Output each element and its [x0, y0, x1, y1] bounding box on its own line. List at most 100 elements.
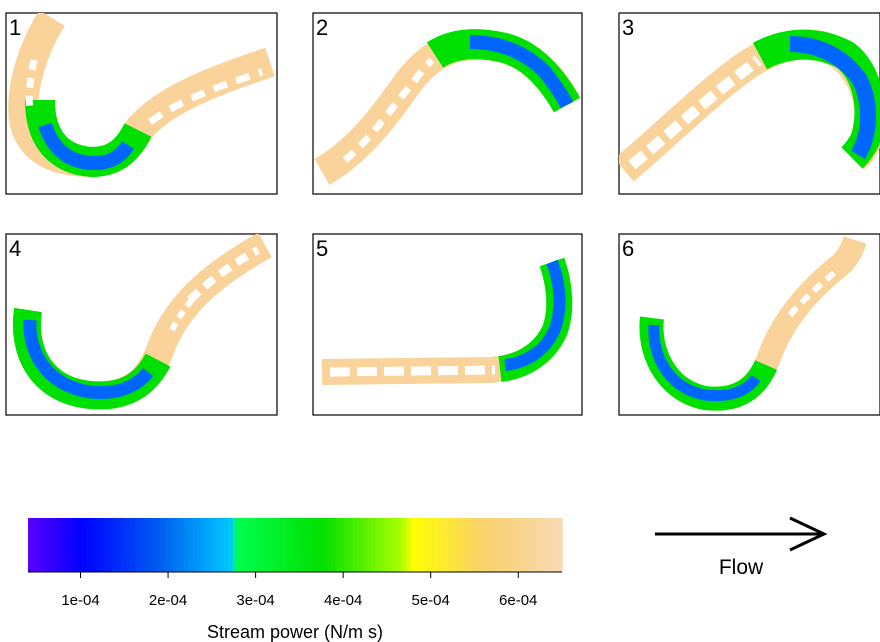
colorbar-strip [63, 518, 69, 572]
colorbar-strip [526, 518, 532, 572]
colorbar-strip [94, 518, 100, 572]
colorbar-tick-label: 5e-04 [412, 592, 450, 609]
colorbar-strip [473, 518, 479, 572]
colorbar-strip [90, 518, 96, 572]
colorbar-strip [241, 518, 247, 572]
flow-indicator: Flow [655, 516, 828, 579]
colorbar-strip [188, 518, 194, 572]
colorbar-strip [348, 518, 354, 572]
panel-3-channel [619, 29, 880, 182]
colorbar-strip [277, 518, 283, 572]
colorbar-strip [59, 518, 65, 572]
colorbar-strip [303, 518, 309, 572]
colorbar-strip [392, 518, 398, 572]
colorbar-strip [103, 518, 109, 572]
colorbar-strip [437, 518, 443, 572]
colorbar-strip [50, 518, 56, 572]
colorbar-ticks: 1e-04 2e-04 3e-04 4e-04 5e-04 6e-04 [61, 572, 537, 609]
colorbar-strip [45, 518, 51, 572]
colorbar-strip [450, 518, 456, 572]
colorbar-strip [134, 518, 140, 572]
colorbar-strip [406, 518, 412, 572]
colorbar-strip [486, 518, 492, 572]
colorbar-strip [148, 518, 154, 572]
colorbar-strip [192, 518, 198, 572]
colorbar-strip [432, 518, 438, 572]
panel-3-label: 3 [622, 15, 634, 40]
colorbar-strip [366, 518, 372, 572]
colorbar-tick-label: 1e-04 [61, 592, 99, 609]
colorbar-strip [415, 518, 421, 572]
colorbar-strip [499, 518, 505, 572]
panel-5-frame [312, 233, 583, 416]
colorbar-strip [250, 518, 256, 572]
panel-2: 2 [312, 12, 583, 195]
colorbar-strip [246, 518, 252, 572]
colorbar-strip [210, 518, 216, 572]
colorbar-strip [223, 518, 229, 572]
colorbar: 1e-04 2e-04 3e-04 4e-04 5e-04 6e-04 Stream po… [28, 518, 563, 642]
colorbar-strip [28, 518, 34, 572]
colorbar-tick-label: 3e-04 [236, 592, 274, 609]
colorbar-strip [553, 518, 559, 572]
colorbar-strip [228, 518, 234, 572]
colorbar-strip [54, 518, 60, 572]
colorbar-strip [352, 518, 358, 572]
panel-6: 6 [618, 233, 880, 416]
colorbar-strip [254, 518, 260, 572]
colorbar-strip [272, 518, 278, 572]
colorbar-strip [268, 518, 274, 572]
colorbar-strip [121, 518, 127, 572]
colorbar-strip [68, 518, 74, 572]
colorbar-gradient [28, 518, 563, 572]
panel-2-label: 2 [316, 15, 328, 40]
colorbar-strip [361, 518, 367, 572]
colorbar-strip [388, 518, 394, 572]
colorbar-strip [183, 518, 189, 572]
colorbar-strip [76, 518, 82, 572]
colorbar-strip [197, 518, 203, 572]
panel-6-label: 6 [622, 236, 634, 261]
colorbar-strip [397, 518, 403, 572]
colorbar-strip [530, 518, 536, 572]
colorbar-strip [339, 518, 345, 572]
panel-4-label: 4 [9, 236, 21, 261]
panel-1-channel [8, 13, 275, 178]
colorbar-strip [112, 518, 118, 572]
colorbar-strip [326, 518, 332, 572]
panel-2-channel [314, 29, 581, 185]
colorbar-strip [170, 518, 176, 572]
colorbar-strip [428, 518, 434, 572]
colorbar-strip [157, 518, 163, 572]
colorbar-strip [410, 518, 416, 572]
colorbar-strip [259, 518, 265, 572]
colorbar-strip [357, 518, 363, 572]
colorbar-strip [401, 518, 407, 572]
panel-3: 3 [618, 12, 880, 195]
colorbar-strip [504, 518, 510, 572]
colorbar-tick-label: 4e-04 [324, 592, 362, 609]
colorbar-strip [424, 518, 430, 572]
colorbar-strip [468, 518, 474, 572]
colorbar-strip [419, 518, 425, 572]
colorbar-strip [521, 518, 527, 572]
colorbar-strip [117, 518, 123, 572]
colorbar-strip [161, 518, 167, 572]
colorbar-strip [513, 518, 519, 572]
colorbar-strip [36, 518, 42, 572]
colorbar-strip [32, 518, 38, 572]
colorbar-strip [455, 518, 461, 572]
colorbar-strip [312, 518, 318, 572]
panel-5-channel [321, 257, 573, 385]
colorbar-strip [143, 518, 149, 572]
colorbar-strip [125, 518, 131, 572]
colorbar-strip [477, 518, 483, 572]
colorbar-strip [219, 518, 225, 572]
colorbar-strip [481, 518, 487, 572]
colorbar-strip [539, 518, 545, 572]
panel-5: 5 [312, 233, 583, 416]
colorbar-strip [370, 518, 376, 572]
colorbar-strip [495, 518, 501, 572]
colorbar-strip [557, 518, 563, 572]
